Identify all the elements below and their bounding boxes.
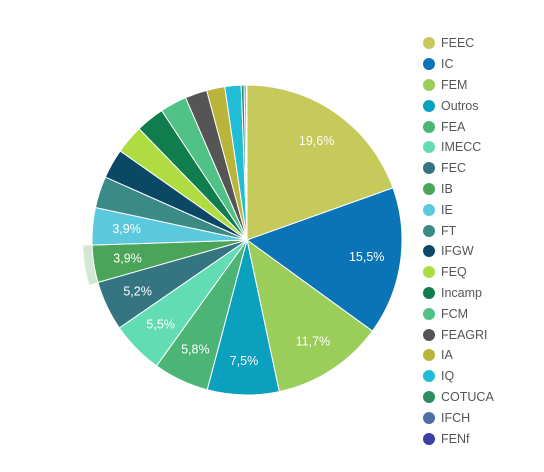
legend-item-outros[interactable]: Outros [423,95,494,116]
legend-label: FEEC [441,36,475,51]
pie-slice-fem[interactable] [246,239,373,393]
legend-item-ie[interactable]: IE [423,199,494,220]
legend-swatch [423,78,435,91]
legend-item-cotuca[interactable]: COTUCA [423,387,494,408]
legend-item-iq[interactable]: IQ [423,366,494,387]
legend-item-ib[interactable]: IB [423,179,494,200]
legend-label: FEC [441,161,466,176]
legend-label: FEM [441,77,468,92]
legend-label: FEA [441,119,466,134]
legend-item-ft[interactable]: FT [423,220,494,241]
legend-item-imecc[interactable]: IMECC [423,137,494,158]
legend-swatch [423,286,435,299]
legend-label: FCM [441,306,469,321]
legend-item-ifgw[interactable]: IFGW [423,241,494,262]
data-label-ic: 15,5% [349,250,384,264]
legend-label: FENf [441,431,470,446]
legend-swatch [423,245,435,258]
legend-label: FT [441,223,457,238]
pie-slice-ic[interactable] [246,187,403,332]
legend-item-fea[interactable]: FEA [423,116,494,137]
legend-label: IC [441,57,454,72]
legend-item-feagri[interactable]: FEAGRI [423,324,494,345]
data-label-fea: 5,8% [181,342,210,356]
legend-label: COTUCA [441,389,494,404]
legend-swatch [423,120,435,133]
legend-swatch [423,203,435,216]
legend-label: Incamp [441,285,482,300]
data-label-fem: 11,7% [296,334,331,348]
pie-slice-feec[interactable] [246,84,394,241]
legend-item-fec[interactable]: FEC [423,158,494,179]
legend-swatch [423,58,435,71]
legend-label: IQ [441,369,455,384]
legend: FEEC IC FEM Outros FEA IMECC FEC IB IE FT IFGW FEQ I… [423,33,494,449]
data-label-imecc: 5,5% [146,318,175,332]
data-label-fec: 5,2% [123,285,152,299]
legend-item-fem[interactable]: FEM [423,75,494,96]
pie-slice-fenf[interactable] [245,84,248,241]
legend-swatch [423,37,435,50]
slice-halo-ib [83,245,98,285]
legend-label: IFCH [441,410,471,425]
legend-swatch [423,432,435,445]
legend-label: IB [441,181,453,196]
legend-label: FEQ [441,265,467,280]
data-label-feec: 19,6% [299,134,334,148]
legend-swatch [423,328,435,341]
legend-item-feec[interactable]: FEEC [423,33,494,54]
legend-label: IFGW [441,244,474,259]
legend-label: IA [441,348,453,363]
legend-swatch [423,390,435,403]
legend-swatch [423,99,435,112]
legend-item-ia[interactable]: IA [423,345,494,366]
legend-item-ic[interactable]: IC [423,54,494,75]
legend-label: FEAGRI [441,327,488,342]
legend-swatch [423,307,435,320]
data-label-ie: 3,9% [112,222,141,236]
legend-swatch [423,370,435,383]
legend-swatch [423,266,435,279]
legend-swatch [423,411,435,424]
legend-item-fcm[interactable]: FCM [423,303,494,324]
legend-item-ifch[interactable]: IFCH [423,407,494,428]
legend-label: IMECC [441,140,482,155]
legend-swatch [423,162,435,175]
legend-swatch [423,349,435,362]
legend-label: Outros [441,98,479,113]
legend-item-fenf[interactable]: FENf [423,428,494,449]
legend-item-incamp[interactable]: Incamp [423,283,494,304]
legend-label: IE [441,202,453,217]
data-label-outros: 7,5% [230,354,259,368]
legend-swatch [423,224,435,237]
data-label-ib: 3,9% [113,252,142,266]
legend-item-feq[interactable]: FEQ [423,262,494,283]
legend-swatch [423,141,435,154]
legend-swatch [423,182,435,195]
